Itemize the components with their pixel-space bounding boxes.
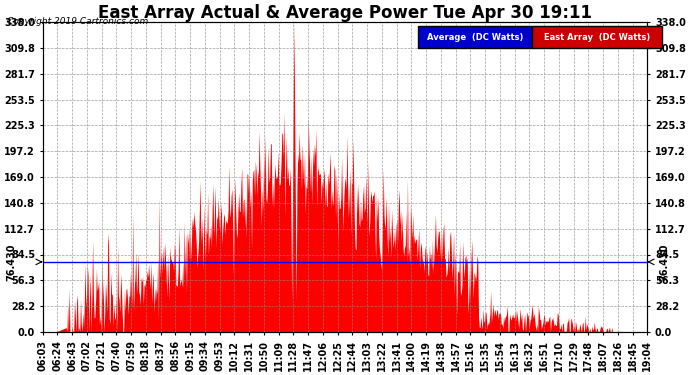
Text: 76.430: 76.430 [660, 243, 669, 280]
Text: 76.430: 76.430 [6, 243, 16, 280]
Text: East Array  (DC Watts): East Array (DC Watts) [544, 33, 651, 42]
Text: Copyright 2019 Cartronics.com: Copyright 2019 Cartronics.com [7, 17, 148, 26]
Text: Average  (DC Watts): Average (DC Watts) [427, 33, 523, 42]
Title: East Array Actual & Average Power Tue Apr 30 19:11: East Array Actual & Average Power Tue Ap… [98, 4, 592, 22]
